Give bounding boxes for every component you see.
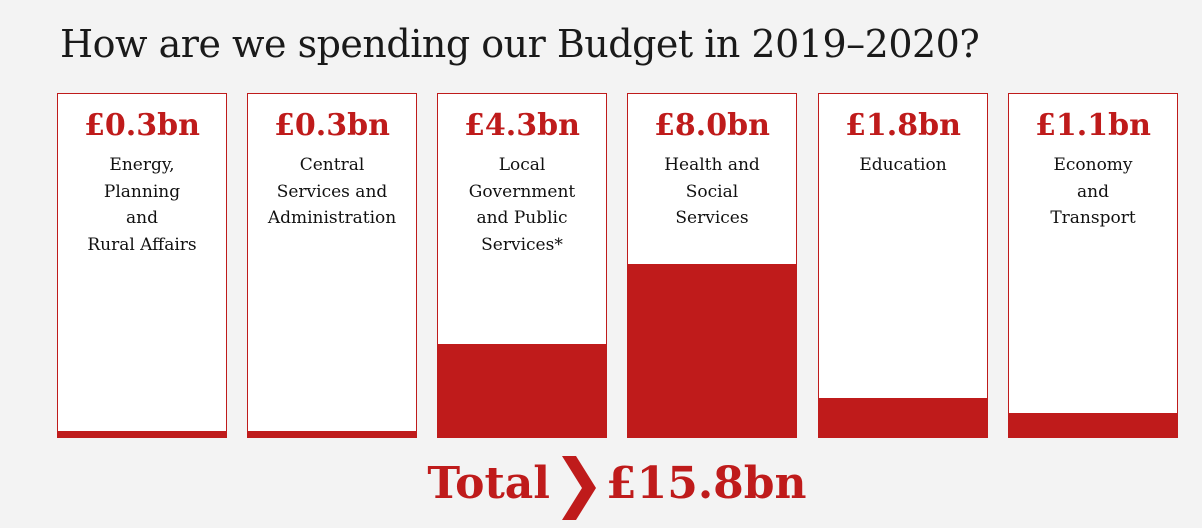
budget-bar-fill [248,431,416,437]
budget-category-label-line: and [1077,181,1109,202]
budget-category-label-line: and Public [476,208,568,228]
budget-value: £1.8bn [845,108,961,143]
budget-category-label: Local Government and Public Services* [438,152,606,258]
total-value: £15.8bn [606,458,807,509]
budget-category-label-line: Services* [481,234,563,255]
budget-card-local-government: £4.3bn Local Government and Public Services* [437,93,607,438]
budget-category-label: Health and Social Services [628,152,796,232]
budget-card-economy-transport: £1.1bn Economy and Transport [1008,93,1178,438]
budget-category-label: Economy and Transport [1009,152,1177,232]
budget-card-energy-planning-rural: £0.3bn Energy, Planning and Rural Affairs [57,93,227,438]
budget-category-label-line: Central [299,155,365,175]
budget-category-label-line: Services [675,208,749,228]
budget-bar-fill [1009,413,1177,437]
budget-category-label: Energy, Planning and Rural Affairs [58,152,226,258]
budget-value: £4.3bn [464,108,580,143]
budget-card-health-social: £8.0bn Health and Social Services [627,93,797,438]
budget-bar-fill [628,264,796,437]
budget-category-label-line: Rural Affairs [87,234,197,255]
budget-category-label-line: Economy [1053,155,1133,175]
budget-value: £1.1bn [1035,108,1151,143]
budget-card-central-services: £0.3bn Central Services and Administration [247,93,417,438]
budget-category-label: Education [819,152,987,179]
budget-value: £0.3bn [274,108,390,143]
budget-bar-fill [58,431,226,437]
budget-bar-fill [438,344,606,437]
total-row: Total £15.8bn [0,456,1202,520]
budget-category-label: Central Services and Administration [248,152,416,232]
budget-category-label-line: Services and [276,181,388,202]
budget-category-label-line: and [126,208,158,228]
budget-category-label-line: Energy, [109,155,175,175]
total-label: Total [427,458,550,509]
budget-category-label-line: Education [859,155,947,175]
budget-bar-fill [819,398,987,437]
budget-category-label-line: Local [498,155,546,175]
budget-card-education: £1.8bn Education [818,93,988,438]
chart-title: How are we spending our Budget in 2019–2… [60,22,980,66]
budget-category-label-line: Transport [1050,208,1136,228]
budget-value: £8.0bn [654,108,770,143]
budget-category-label-line: Health and [664,155,760,175]
budget-category-label-line: Government [468,181,576,202]
budget-category-label-line: Administration [267,208,397,228]
chevron-right-icon [562,456,596,520]
budget-value: £0.3bn [84,108,200,143]
budget-category-label-line: Social [685,181,739,202]
budget-category-label-line: Planning [103,181,181,202]
